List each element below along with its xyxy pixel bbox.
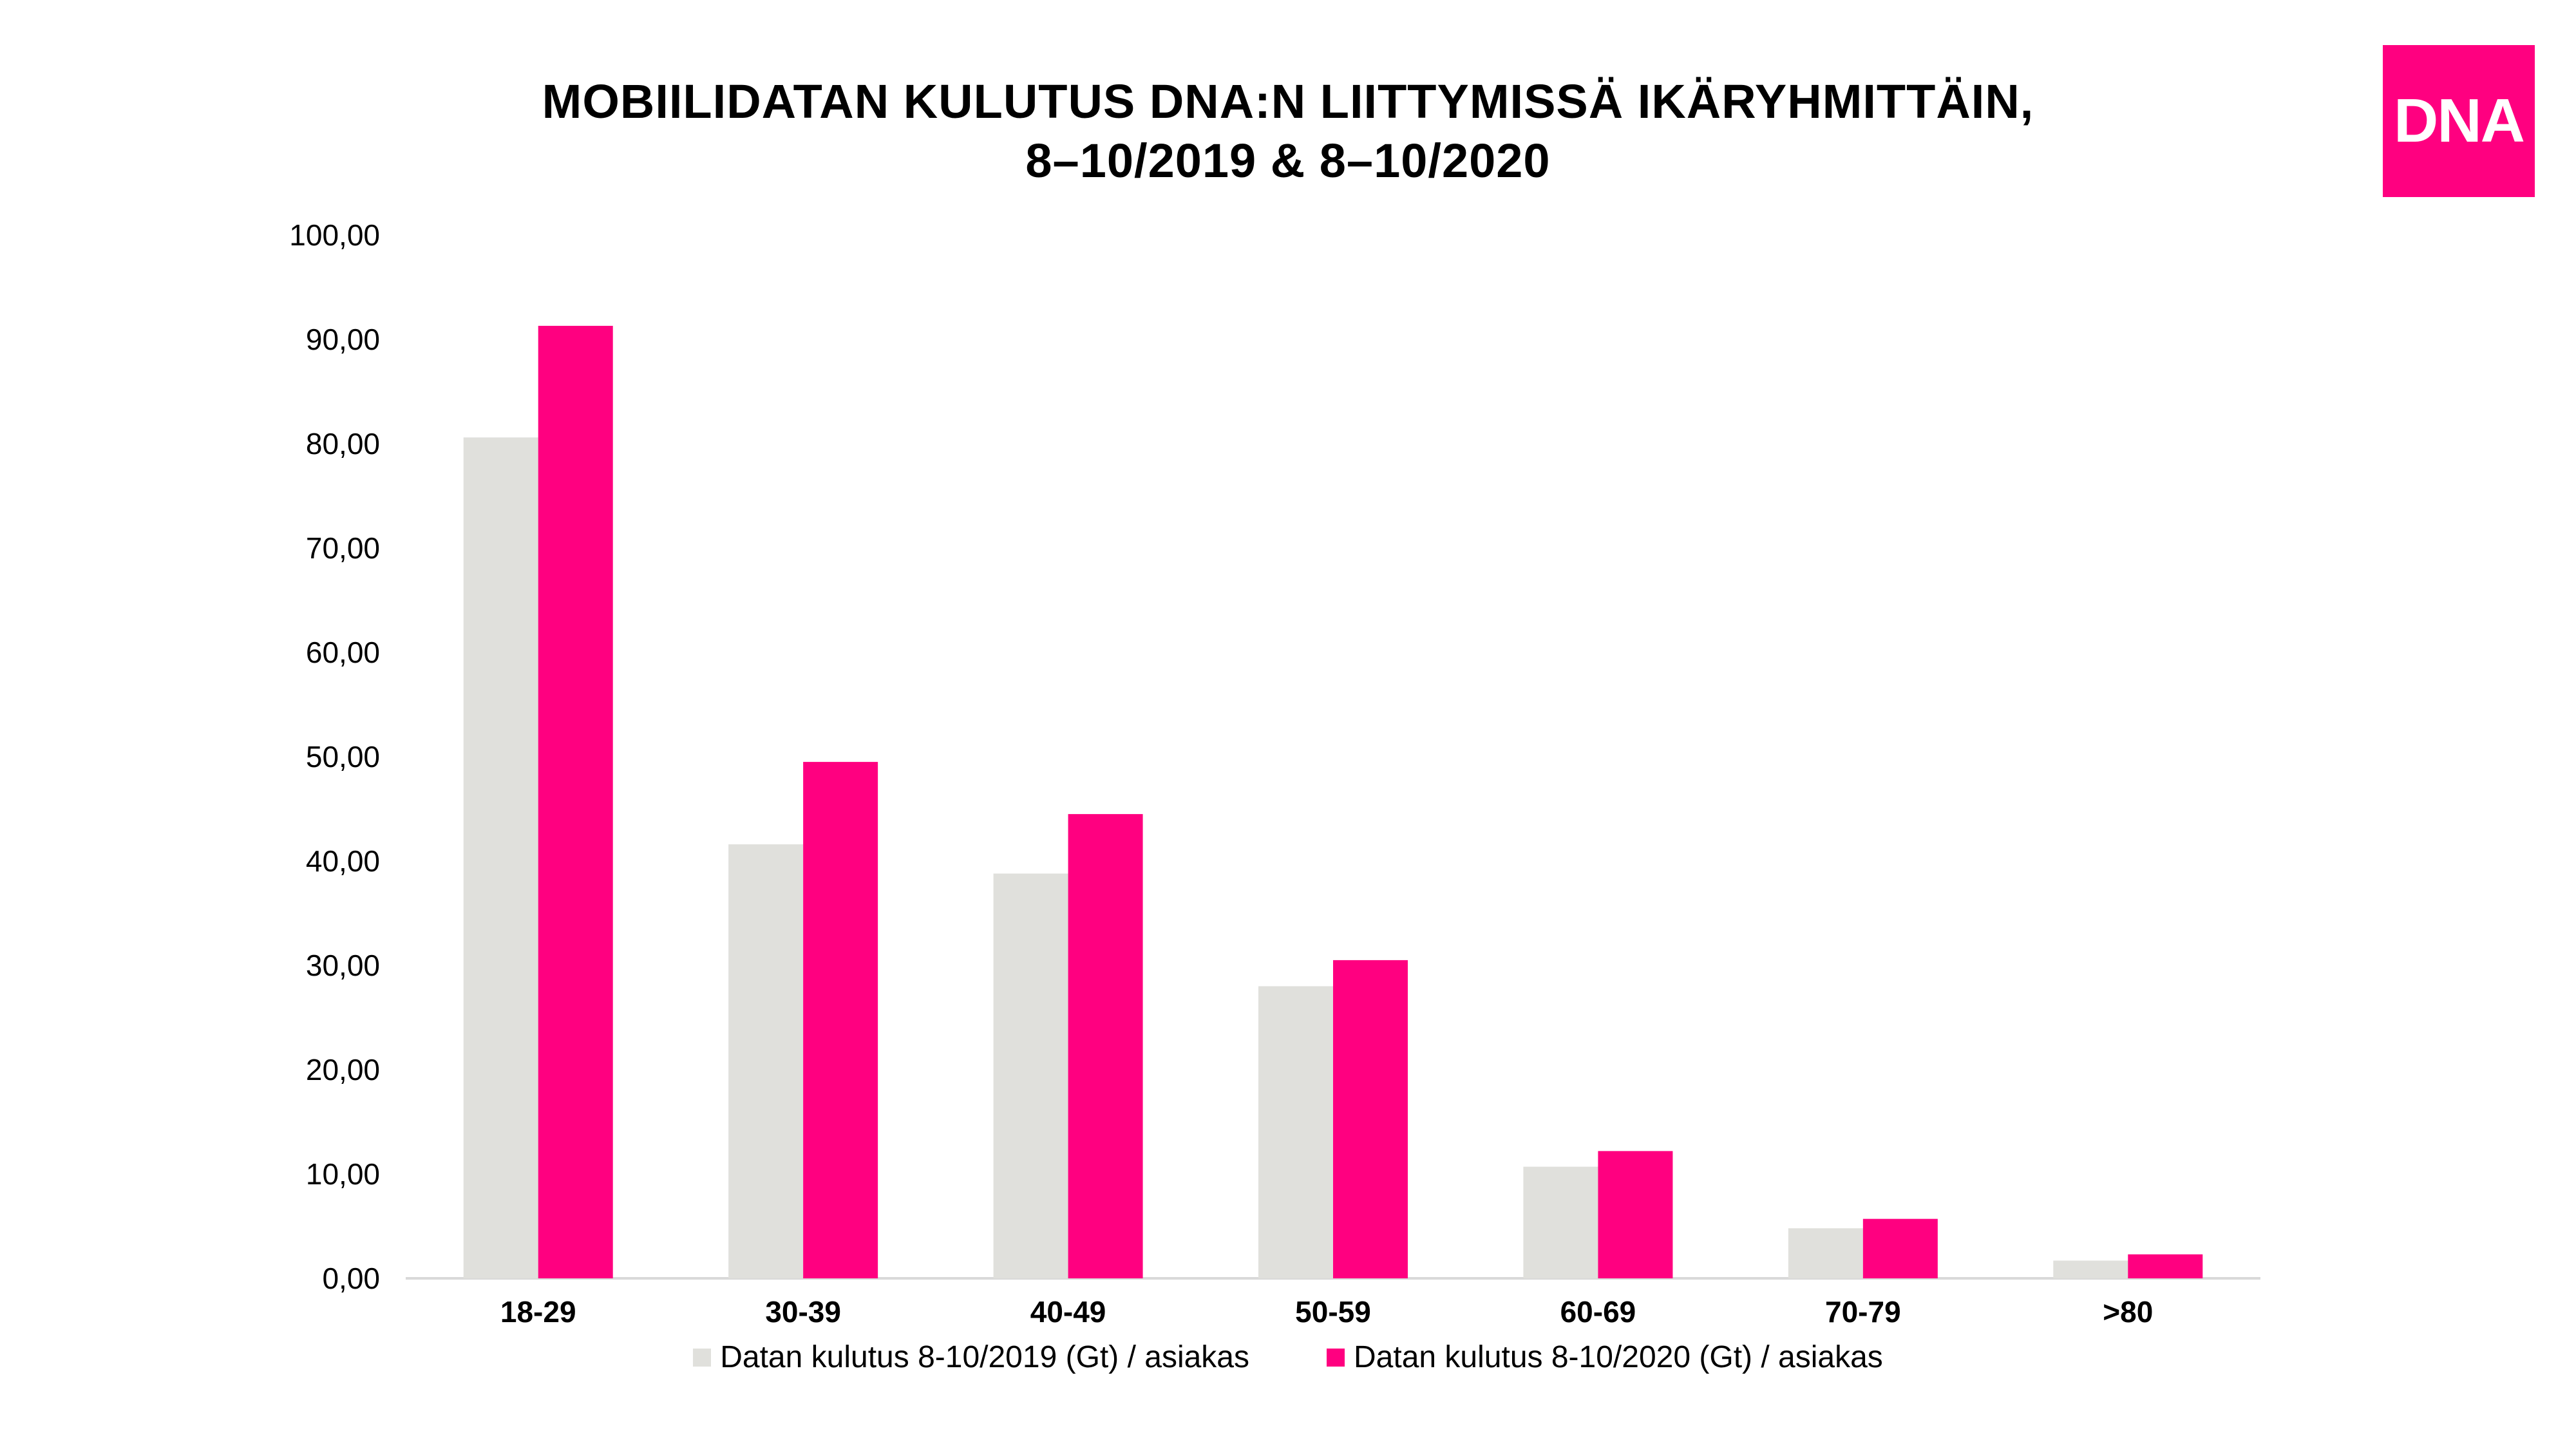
bar-2020 <box>2128 1254 2203 1278</box>
logo-text: DNA <box>2394 86 2525 155</box>
y-tick-label: 90,00 <box>306 323 380 356</box>
y-tick-label: 50,00 <box>306 740 380 773</box>
x-category-label: >80 <box>2103 1295 2153 1329</box>
legend-item-2020: Datan kulutus 8-10/2020 (Gt) / asiakas <box>1327 1340 1883 1375</box>
chart-legend: Datan kulutus 8-10/2019 (Gt) / asiakas D… <box>0 1340 2576 1375</box>
y-tick-label: 20,00 <box>306 1053 380 1086</box>
x-category-label: 60-69 <box>1560 1295 1636 1329</box>
y-tick-label: 60,00 <box>306 636 380 669</box>
chart-title-line-2: 8–10/2019 & 8–10/2020 <box>1025 134 1551 187</box>
y-tick-label: 80,00 <box>306 427 380 460</box>
legend-swatch-2020 <box>1327 1348 1345 1367</box>
chart-title: MOBIILIDATAN KULUTUS DNA:N LIITTYMISSÄ I… <box>0 72 2576 191</box>
bar-2019 <box>728 844 804 1278</box>
bar-2019 <box>993 873 1068 1278</box>
legend-label-2019: Datan kulutus 8-10/2019 (Gt) / asiakas <box>720 1340 1249 1374</box>
bar-2020 <box>1068 814 1143 1278</box>
bar-2020 <box>803 762 878 1278</box>
x-category-label: 30-39 <box>765 1295 841 1329</box>
bar-2019 <box>1788 1228 1863 1278</box>
legend-swatch-2019 <box>693 1348 712 1367</box>
bar-2019 <box>1523 1166 1598 1278</box>
legend-label-2020: Datan kulutus 8-10/2020 (Gt) / asiakas <box>1354 1340 1883 1374</box>
bar-2020 <box>1598 1151 1673 1278</box>
y-tick-label: 30,00 <box>306 949 380 982</box>
bar-2020 <box>538 325 613 1279</box>
bar-2019 <box>1258 986 1333 1278</box>
dna-logo: DNA <box>2383 45 2535 197</box>
bar-2019 <box>463 437 538 1278</box>
bar-2019 <box>2053 1260 2128 1278</box>
chart-title-line-1: MOBIILIDATAN KULUTUS DNA:N LIITTYMISSÄ I… <box>542 75 2034 128</box>
y-tick-label: 100,00 <box>289 218 380 252</box>
x-category-label: 18-29 <box>500 1295 576 1329</box>
x-category-label: 70-79 <box>1825 1295 1901 1329</box>
y-tick-label: 10,00 <box>306 1157 380 1191</box>
y-tick-label: 0,00 <box>322 1262 380 1295</box>
x-category-label: 40-49 <box>1030 1295 1106 1329</box>
legend-item-2019: Datan kulutus 8-10/2019 (Gt) / asiakas <box>693 1340 1249 1375</box>
bar-2020 <box>1333 960 1408 1278</box>
y-tick-label: 70,00 <box>306 531 380 565</box>
y-tick-label: 40,00 <box>306 844 380 878</box>
x-category-label: 50-59 <box>1295 1295 1371 1329</box>
bar-2020 <box>1862 1218 1938 1278</box>
